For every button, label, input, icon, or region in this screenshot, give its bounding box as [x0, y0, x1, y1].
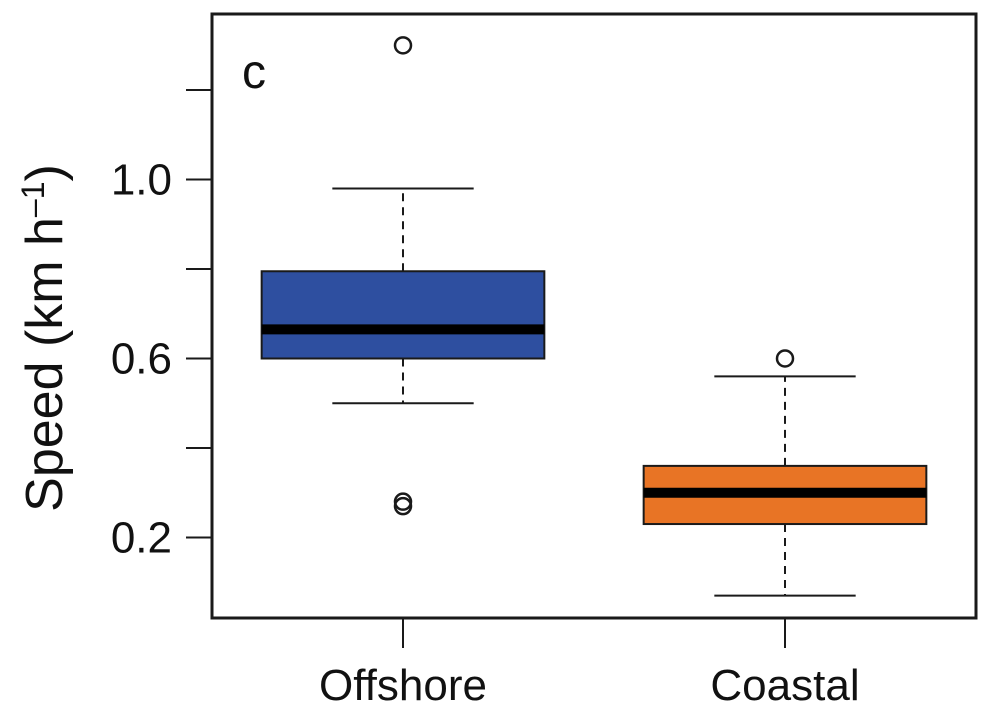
y-axis-title-text: Speed (km h [16, 217, 74, 512]
y-axis-title-close: ) [16, 164, 74, 181]
boxes [260, 36, 928, 597]
outlier-point [775, 349, 795, 368]
x-tick-label: Coastal [710, 661, 859, 710]
outlier-point [393, 496, 413, 516]
iqr-box [260, 270, 546, 360]
panel-label: c [242, 46, 266, 99]
y-tick-label: 1.0 [111, 156, 172, 205]
outlier-point [393, 36, 413, 55]
y-tick-label: 0.6 [111, 335, 172, 384]
y-axis-title-sup: –1 [15, 181, 51, 217]
plot-frame [210, 12, 978, 620]
x-axis: Offshore Coastal [319, 618, 860, 710]
x-tick-label: Offshore [319, 661, 487, 710]
y-axis-title: Speed (km h–1) [15, 164, 74, 512]
y-tick-label: 0.2 [111, 513, 172, 562]
box-group [642, 349, 928, 597]
y-axis: 0.2 0.6 1.0 [111, 89, 212, 562]
box-group [260, 36, 546, 516]
